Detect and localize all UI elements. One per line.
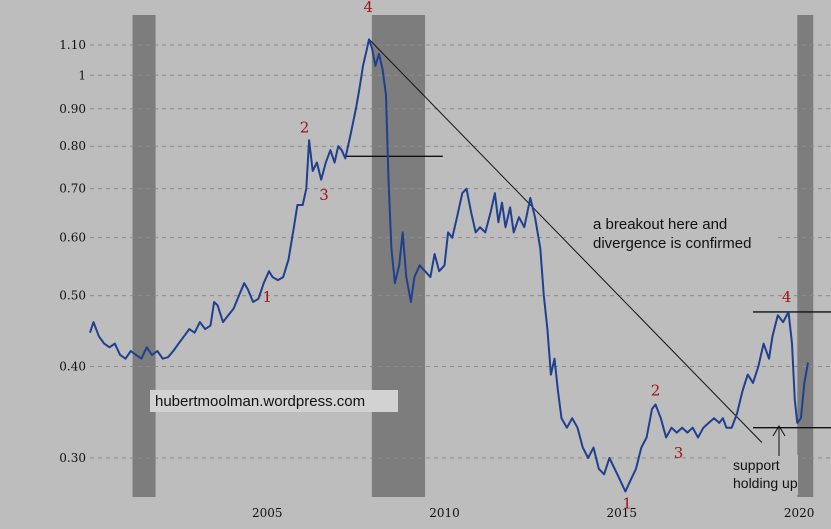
x-tick-label-2020: 2020 bbox=[784, 506, 815, 520]
wave-label-7: 3 bbox=[674, 444, 684, 462]
wave-label-8: 4 bbox=[782, 288, 792, 306]
y-tick-label-0.90: 0.90 bbox=[59, 102, 86, 116]
wave-label-3: 3 bbox=[319, 186, 329, 204]
y-tick-label-0.80: 0.80 bbox=[59, 139, 86, 153]
wave-label-6: 2 bbox=[651, 382, 661, 400]
recession-bands bbox=[132, 15, 814, 497]
x-axis-ticks: 2005 2010 2015 2020 bbox=[252, 506, 814, 520]
y-tick-label-1.10: 1.10 bbox=[59, 38, 86, 52]
y-tick-label-1: 1 bbox=[78, 68, 86, 82]
support-note-line1: support bbox=[733, 457, 780, 473]
data-series bbox=[89, 38, 809, 493]
recession-band-3 bbox=[797, 15, 814, 497]
series-line-1 bbox=[89, 38, 809, 493]
reference-lines bbox=[345, 38, 831, 443]
y-tick-label-0.60: 0.60 bbox=[59, 231, 86, 245]
x-tick-label-2005: 2005 bbox=[252, 506, 283, 520]
y-tick-label-0.70: 0.70 bbox=[59, 182, 86, 196]
wave-label-5: 1 bbox=[622, 494, 632, 512]
support-arrow-head bbox=[772, 425, 786, 437]
breakout-note-bg bbox=[586, 208, 776, 260]
wave-label-1: 1 bbox=[262, 288, 272, 306]
wave-labels: 1 2 3 4 1 2 3 4 bbox=[262, 0, 791, 512]
trendline bbox=[368, 38, 763, 443]
watermark-bg bbox=[150, 390, 398, 412]
y-tick-label-0.40: 0.40 bbox=[59, 360, 86, 374]
recession-band-1 bbox=[132, 15, 156, 497]
wave-label-2: 2 bbox=[300, 119, 310, 137]
wave-label-4: 4 bbox=[364, 0, 374, 16]
x-tick-label-2015: 2015 bbox=[607, 506, 638, 520]
support-note-line2: holding up bbox=[733, 475, 798, 491]
y-tick-label-0.30: 0.30 bbox=[59, 451, 86, 465]
x-tick-label-2010: 2010 bbox=[429, 506, 460, 520]
support-note-bg bbox=[726, 455, 798, 495]
watermark-text: hubertmoolman.wordpress.com bbox=[155, 393, 365, 410]
y-axis-ticks: 0.30 0.40 0.50 0.60 0.70 0.80 0.90 1 1.10 bbox=[59, 38, 86, 465]
grid-lines bbox=[90, 44, 831, 459]
y-tick-label-0.50: 0.50 bbox=[59, 289, 86, 303]
breakout-note-line1: a breakout here and bbox=[593, 216, 727, 233]
recession-band-2 bbox=[371, 15, 426, 497]
breakout-note-line2: divergence is confirmed bbox=[593, 235, 751, 252]
